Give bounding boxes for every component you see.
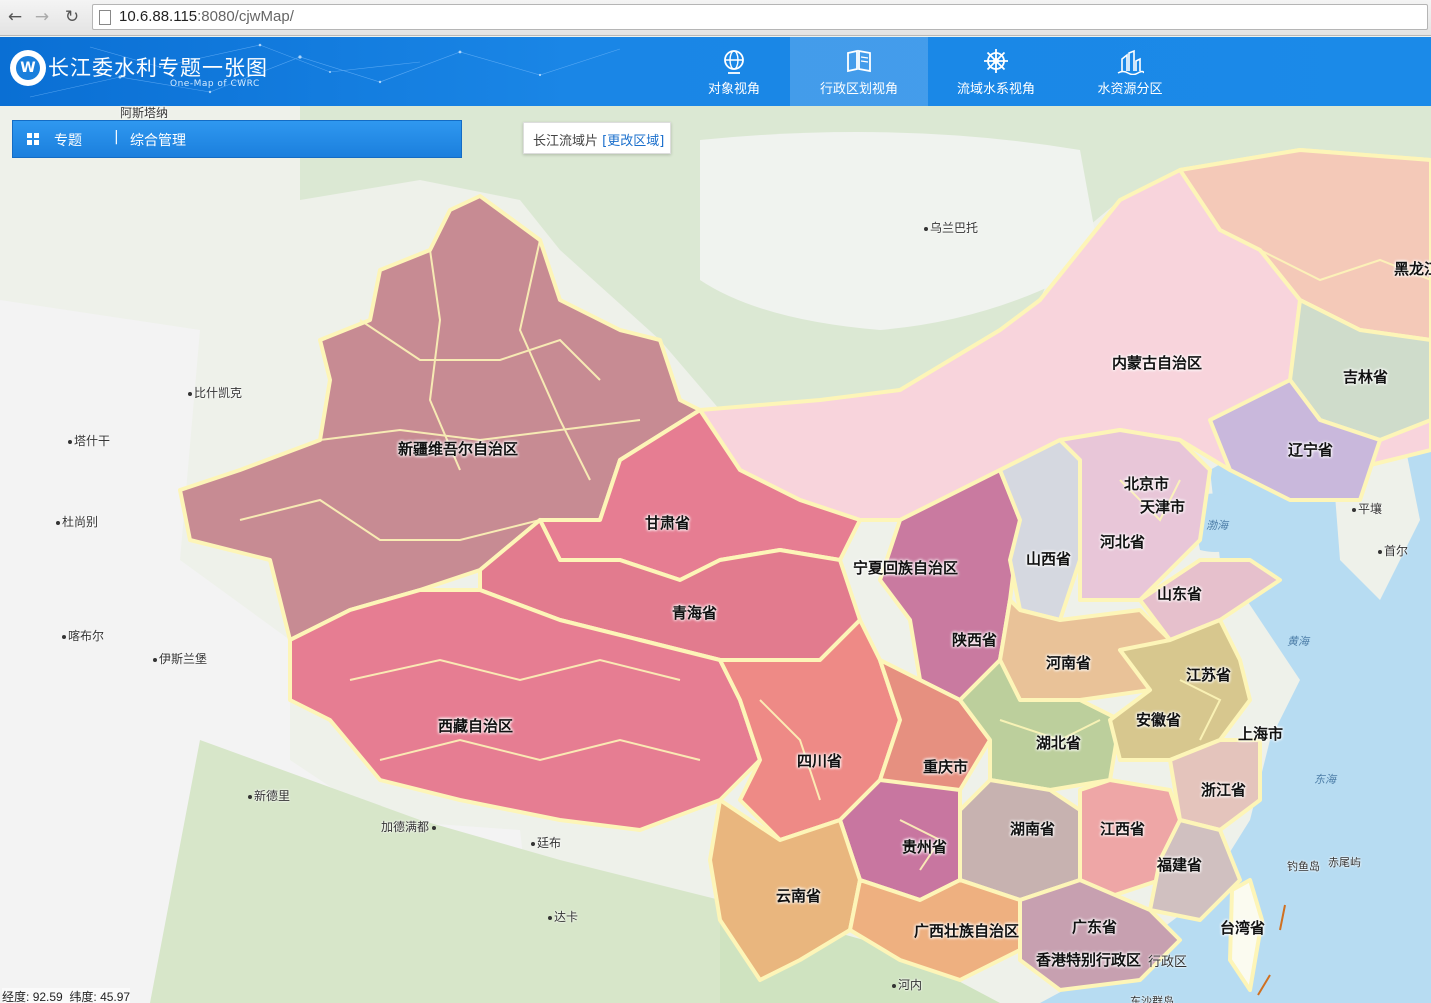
province-label[interactable]: 广东省	[1072, 918, 1118, 936]
city-label: 河内	[892, 976, 922, 993]
city-label: 加德满都	[381, 818, 438, 835]
city-label: 平壤	[1352, 500, 1382, 517]
province-label[interactable]: 山西省	[1026, 550, 1072, 568]
province-label[interactable]: 湖北省	[1036, 734, 1082, 752]
province-label[interactable]: 新疆维吾尔自治区	[398, 440, 519, 458]
back-arrow-icon[interactable]: ←	[7, 7, 23, 27]
admin-region-label: 行政区	[1148, 955, 1188, 970]
tab-label: 水资源分区	[1097, 82, 1163, 97]
app-header: W 长江委水利专题一张图 One-Map of CWRC 对象视角 行政区划视角…	[0, 37, 1431, 106]
province-label[interactable]: 青海省	[672, 604, 718, 622]
url-text: 10.6.88.115:8080/cjwMap/	[119, 8, 294, 25]
reload-icon[interactable]: ↻	[64, 7, 80, 27]
tab-water-resource[interactable]: 水资源分区	[1068, 37, 1192, 106]
city-label: 比什凯克	[188, 384, 242, 401]
browser-toolbar: ← → ↻ 10.6.88.115:8080/cjwMap/	[0, 0, 1431, 36]
city-label: 阿斯塔纳	[120, 106, 169, 120]
sea-label: 渤海	[1206, 519, 1228, 532]
province-label[interactable]: 辽宁省	[1288, 441, 1334, 459]
province-label[interactable]: 江苏省	[1186, 666, 1232, 684]
topic-button[interactable]: 专题	[54, 133, 82, 149]
region-label: 长江流域片	[533, 134, 599, 149]
province-label[interactable]: 香港特别行政区	[1036, 951, 1142, 969]
province-label[interactable]: 内蒙古自治区	[1112, 354, 1203, 372]
topic-toolbar: 专题 | 综合管理	[12, 120, 462, 158]
city-label: 喀布尔	[62, 627, 104, 644]
toolbar-separator: |	[114, 129, 119, 145]
region-selector: 长江流域片 [更改区域]	[523, 122, 671, 154]
tab-label: 对象视角	[707, 82, 760, 97]
coordinate-readout: 经度: 92.59 纬度: 45.97	[2, 988, 131, 1003]
province-label[interactable]: 吉林省	[1343, 368, 1389, 386]
map-canvas[interactable]	[0, 106, 1431, 1003]
cwrc-logo: W	[10, 50, 46, 86]
city-label: 首尔	[1378, 542, 1408, 559]
ship-wheel-icon	[984, 49, 1008, 73]
province-label[interactable]: 重庆市	[923, 758, 969, 776]
city-label: 新德里	[248, 787, 290, 804]
tab-object-view[interactable]: 对象视角	[672, 37, 796, 106]
city-label: 廷布	[531, 834, 561, 851]
globe-icon	[724, 50, 744, 74]
province-label[interactable]: 西藏自治区	[438, 717, 514, 735]
island-label: 钓鱼岛	[1287, 860, 1320, 873]
province-label[interactable]: 河南省	[1046, 654, 1092, 672]
city-label: 杜尚别	[56, 513, 98, 530]
sea-label: 东海	[1314, 773, 1336, 786]
province-label[interactable]: 上海市	[1238, 725, 1284, 743]
province-label[interactable]: 天津市	[1140, 498, 1186, 516]
province-label[interactable]: 安徽省	[1136, 711, 1182, 729]
grid-icon[interactable]	[27, 133, 39, 145]
province-label[interactable]: 贵州省	[902, 838, 948, 856]
province-label[interactable]: 台湾省	[1220, 919, 1266, 937]
province-label[interactable]: 浙江省	[1201, 781, 1247, 799]
island-label: 东沙群岛	[1130, 995, 1174, 1003]
longitude-value: 92.59	[32, 990, 63, 1003]
latitude-value: 45.97	[100, 990, 131, 1003]
tab-label: 流域水系视角	[956, 82, 1035, 97]
city-label: 伊斯兰堡	[153, 650, 207, 667]
app-title: 长江委水利专题一张图	[48, 56, 268, 80]
city-label: 乌兰巴托	[924, 219, 978, 236]
city-label: 达卡	[548, 908, 578, 925]
province-label[interactable]: 云南省	[776, 887, 822, 905]
province-label[interactable]: 江西省	[1100, 820, 1146, 838]
province-label[interactable]: 湖南省	[1010, 820, 1056, 838]
page-icon	[99, 10, 111, 25]
province-label[interactable]: 陕西省	[952, 631, 998, 649]
island-label: 赤尾屿	[1328, 856, 1361, 869]
tab-label: 行政区划视角	[819, 82, 898, 97]
tab-admin-view[interactable]: 行政区划视角	[790, 37, 928, 106]
manage-button[interactable]: 综合管理	[130, 133, 186, 149]
address-bar[interactable]: 10.6.88.115:8080/cjwMap/	[92, 4, 1428, 30]
province-label[interactable]: 河北省	[1100, 533, 1146, 551]
province-label[interactable]: 黑龙江	[1394, 260, 1431, 278]
map-book-icon	[847, 49, 871, 73]
province-label[interactable]: 四川省	[797, 752, 843, 770]
change-region-link[interactable]: [更改区域]	[602, 134, 665, 149]
tab-river-view[interactable]: 流域水系视角	[934, 37, 1058, 106]
forward-arrow-icon[interactable]: →	[34, 7, 50, 27]
constellation-decoration	[29, 43, 621, 98]
sea-label: 黄海	[1287, 635, 1309, 648]
province-label[interactable]: 甘肃省	[645, 514, 691, 532]
city-label: 塔什干	[68, 432, 110, 449]
province-label[interactable]: 北京市	[1124, 475, 1170, 493]
province-label[interactable]: 广西壮族自治区	[914, 922, 1020, 940]
province-label[interactable]: 福建省	[1157, 856, 1203, 874]
app-subtitle: One-Map of CWRC	[170, 79, 260, 89]
water-resource-icon	[1117, 49, 1144, 75]
map-svg	[0, 106, 1431, 1003]
province-label[interactable]: 宁夏回族自治区	[853, 559, 959, 577]
province-label[interactable]: 山东省	[1157, 585, 1203, 603]
